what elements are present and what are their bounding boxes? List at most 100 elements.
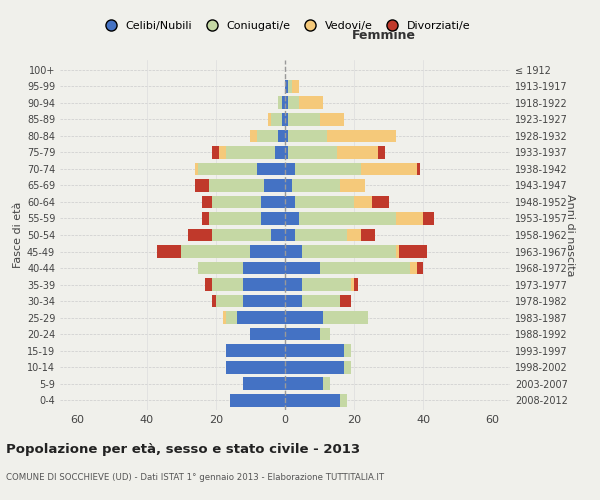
Bar [261, 212, 285, 225]
Bar [261, 196, 285, 208]
Bar [344, 360, 351, 374]
Bar [157, 245, 181, 258]
Bar [285, 146, 289, 159]
Bar [285, 130, 289, 142]
Bar [209, 212, 261, 225]
Bar [361, 228, 375, 241]
Bar [337, 146, 379, 159]
Bar [188, 228, 212, 241]
Bar [278, 96, 281, 110]
Bar [295, 228, 347, 241]
Bar [320, 328, 330, 340]
Bar [250, 130, 257, 142]
Bar [202, 212, 209, 225]
Bar [285, 196, 295, 208]
Bar [302, 278, 351, 291]
Bar [285, 360, 344, 374]
Bar [289, 96, 299, 110]
Bar [195, 162, 199, 175]
Bar [354, 278, 358, 291]
Bar [212, 294, 216, 308]
Bar [340, 179, 365, 192]
Bar [250, 328, 285, 340]
Bar [302, 245, 396, 258]
Bar [236, 311, 285, 324]
Bar [250, 245, 285, 258]
Text: COMUNE DI SOCCHIEVE (UD) - Dati ISTAT 1° gennaio 2013 - Elaborazione TUTTITALIA.: COMUNE DI SOCCHIEVE (UD) - Dati ISTAT 1°… [6, 472, 384, 482]
Bar [410, 262, 416, 274]
Bar [371, 196, 389, 208]
Bar [416, 262, 424, 274]
Bar [257, 162, 285, 175]
Bar [292, 179, 340, 192]
Bar [323, 311, 368, 324]
Bar [268, 113, 271, 126]
Bar [205, 278, 212, 291]
Bar [285, 212, 299, 225]
Bar [320, 262, 410, 274]
Bar [285, 179, 292, 192]
Bar [226, 360, 285, 374]
Bar [299, 96, 323, 110]
Bar [323, 377, 330, 390]
Bar [326, 130, 396, 142]
Bar [361, 162, 416, 175]
Bar [285, 262, 320, 274]
Bar [226, 146, 275, 159]
Bar [340, 394, 347, 406]
Text: Popolazione per età, sesso e stato civile - 2013: Popolazione per età, sesso e stato civil… [6, 442, 360, 456]
Bar [199, 262, 244, 274]
Bar [285, 113, 289, 126]
Bar [285, 245, 302, 258]
Bar [195, 179, 209, 192]
Y-axis label: Anni di nascita: Anni di nascita [565, 194, 575, 276]
Bar [285, 394, 340, 406]
Bar [396, 245, 399, 258]
Bar [299, 212, 396, 225]
Bar [285, 328, 320, 340]
Y-axis label: Fasce di età: Fasce di età [13, 202, 23, 268]
Bar [209, 179, 264, 192]
Bar [285, 294, 302, 308]
Bar [271, 113, 281, 126]
Bar [257, 130, 278, 142]
Bar [244, 278, 285, 291]
Bar [244, 262, 285, 274]
Bar [416, 162, 420, 175]
Bar [340, 294, 351, 308]
Bar [351, 278, 354, 291]
Bar [399, 245, 427, 258]
Bar [278, 130, 285, 142]
Bar [219, 146, 226, 159]
Bar [281, 96, 285, 110]
Bar [181, 245, 250, 258]
Bar [396, 212, 424, 225]
Bar [424, 212, 434, 225]
Bar [212, 146, 219, 159]
Bar [271, 228, 285, 241]
Bar [289, 146, 337, 159]
Bar [230, 394, 285, 406]
Bar [199, 162, 257, 175]
Bar [347, 228, 361, 241]
Text: Femmine: Femmine [352, 29, 416, 42]
Bar [226, 311, 236, 324]
Bar [285, 162, 295, 175]
Bar [275, 146, 285, 159]
Bar [354, 196, 371, 208]
Legend: Celibi/Nubili, Coniugati/e, Vedovi/e, Divorziati/e: Celibi/Nubili, Coniugati/e, Vedovi/e, Di… [95, 16, 475, 36]
Bar [285, 278, 302, 291]
Bar [244, 377, 285, 390]
Bar [289, 130, 326, 142]
Bar [285, 377, 323, 390]
Bar [344, 344, 351, 357]
Bar [285, 228, 295, 241]
Bar [212, 278, 244, 291]
Bar [285, 311, 323, 324]
Bar [379, 146, 385, 159]
Bar [223, 311, 226, 324]
Bar [295, 162, 361, 175]
Bar [285, 96, 289, 110]
Bar [281, 113, 285, 126]
Bar [289, 80, 292, 93]
